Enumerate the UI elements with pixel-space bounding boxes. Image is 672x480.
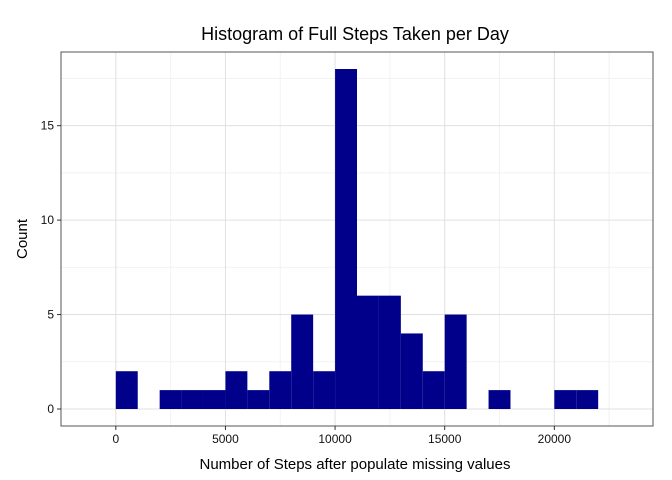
histogram-bar (422, 371, 445, 409)
histogram-bar (159, 390, 182, 409)
histogram-bar (291, 314, 314, 409)
histogram-bar (181, 390, 204, 409)
histogram-bar (225, 371, 248, 409)
x-tick-label: 10000 (318, 432, 352, 446)
histogram-bar (444, 314, 467, 409)
histogram-bar (269, 371, 292, 409)
histogram-bar (488, 390, 511, 409)
y-axis-title: Count (14, 218, 31, 259)
histogram-bar (400, 333, 423, 409)
histogram-bar (357, 295, 379, 409)
histogram-bar (576, 390, 599, 409)
histogram-bar (378, 295, 401, 409)
y-tick-label: 5 (47, 308, 54, 322)
x-tick-label: 0 (112, 432, 119, 446)
y-axis-ticks: 0 5 10 15 (41, 119, 61, 416)
plot-panel-border (60, 51, 654, 427)
histogram-bar (115, 371, 138, 409)
y-tick-label: 15 (41, 119, 55, 133)
histogram-bar (313, 371, 336, 409)
chart-title: Histogram of Full Steps Taken per Day (201, 24, 509, 44)
histogram-bar (554, 390, 577, 409)
x-tick-label: 5000 (212, 432, 239, 446)
x-tick-label: 20000 (538, 432, 572, 446)
histogram-bar (335, 69, 357, 409)
x-axis-ticks: 0 5000 10000 15000 20000 (112, 426, 571, 446)
histogram-bar (203, 390, 226, 409)
histogram-bar (247, 390, 270, 409)
histogram-bars (115, 69, 599, 409)
x-axis-title: Number of Steps after populate missing v… (200, 456, 511, 473)
y-tick-label: 10 (41, 213, 55, 227)
y-tick-label: 0 (47, 402, 54, 416)
x-tick-label: 15000 (428, 432, 462, 446)
